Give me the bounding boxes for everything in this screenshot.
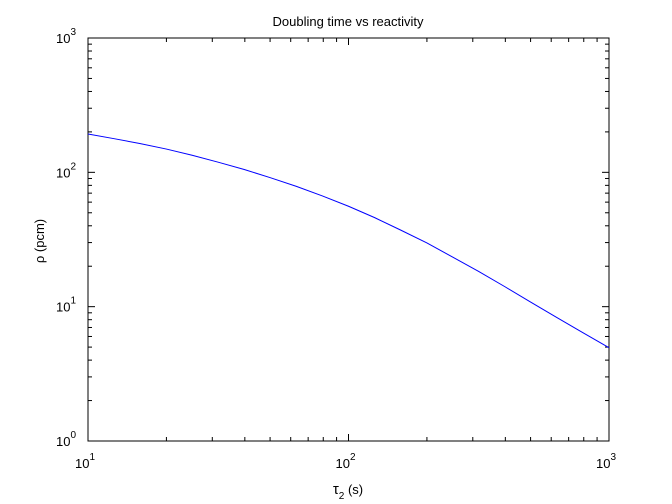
y-tick-label: 100	[56, 430, 76, 449]
y-tick-label-exponent: 3	[70, 27, 76, 38]
y-tick-label: 101	[56, 296, 76, 315]
plot-area	[87, 37, 610, 442]
y-tick-label-exponent: 1	[70, 296, 76, 307]
y-tick-label-base: 10	[56, 300, 70, 315]
y-axis-label: ρ (pcm)	[32, 219, 47, 263]
series-line	[87, 133, 610, 349]
chart-title: Doubling time vs reactivity	[273, 14, 424, 29]
x-axis-label-subscript: 2	[339, 491, 345, 502]
x-tick-label-exponent: 1	[89, 452, 95, 463]
x-tick-label-base: 10	[335, 456, 349, 471]
x-tick-label: 101	[75, 452, 95, 471]
minor-ticks	[88, 38, 609, 441]
series-layer	[87, 133, 610, 349]
y-tick-label: 102	[56, 161, 76, 180]
y-tick-label-exponent: 2	[70, 161, 76, 172]
x-tick-label-exponent: 3	[610, 452, 616, 463]
major-ticks	[87, 37, 610, 442]
x-tick-label: 102	[335, 452, 355, 471]
x-tick-label-base: 10	[596, 456, 610, 471]
y-tick-label-base: 10	[56, 165, 70, 180]
y-tick-label-base: 10	[56, 434, 70, 449]
x-axis-label: τ2 (s)	[333, 481, 363, 502]
y-tick-label: 103	[56, 27, 76, 46]
y-tick-label-base: 10	[56, 31, 70, 46]
x-tick-label-base: 10	[75, 456, 89, 471]
x-tick-label-exponent: 2	[350, 452, 356, 463]
x-tick-labels: 101 102 103	[75, 452, 616, 471]
y-tick-label-exponent: 0	[70, 430, 76, 441]
x-axis-label-unit: (s)	[344, 482, 363, 497]
x-axis-label-symbol: τ	[333, 481, 339, 498]
x-tick-label: 103	[596, 452, 616, 471]
